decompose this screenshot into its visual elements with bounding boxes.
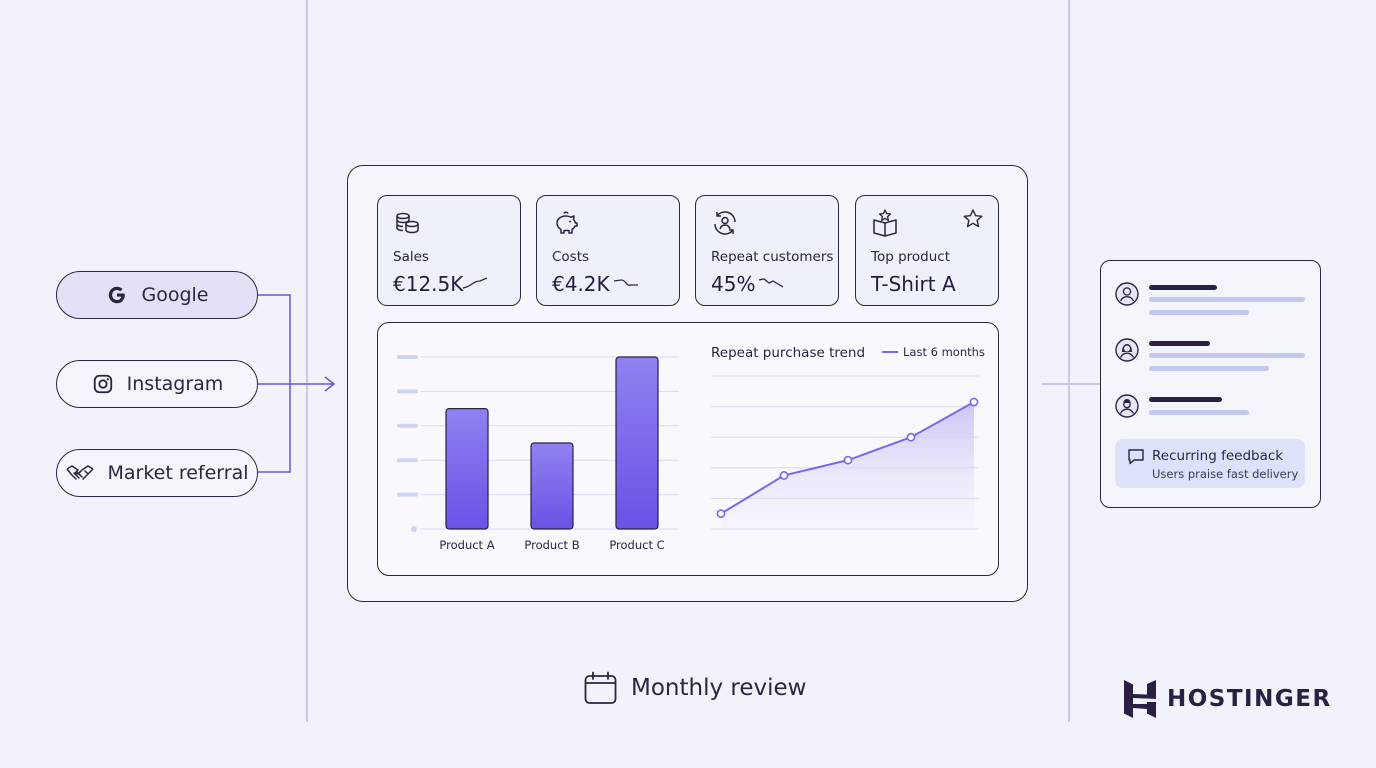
divider-right: [1068, 0, 1070, 722]
source-instagram[interactable]: Instagram: [56, 360, 258, 408]
handshake-icon: [65, 461, 95, 485]
instagram-icon: [91, 372, 115, 396]
bar-category-label: Product C: [609, 538, 664, 552]
coins-icon: [396, 212, 419, 234]
product-box-icon: [873, 209, 897, 237]
kpi-card-top-product[interactable]: Top product T-Shirt A: [855, 195, 999, 306]
trend-point: [969, 397, 979, 407]
bar-category-label: Product A: [439, 538, 494, 552]
kpi-card-repeat-customers[interactable]: Repeat customers 45%: [695, 195, 839, 306]
bar-axis-tick: [411, 526, 417, 532]
kpi-value: 45%: [711, 272, 756, 296]
bar-category-label: Product B: [524, 538, 579, 552]
bar-axis-tick: [397, 423, 418, 428]
bar-axis-tick: [397, 389, 418, 394]
legend-label: Last 6 months: [903, 345, 985, 359]
bar-axis-tick: [397, 355, 418, 359]
hostinger-mark-icon: [1124, 680, 1156, 718]
feedback-line: [1149, 397, 1222, 402]
bar: [530, 442, 574, 530]
hostinger-logo: HOSTINGER: [1123, 679, 1332, 719]
source-label: Google: [141, 284, 209, 306]
feedback-line: [1149, 341, 1210, 346]
bar-axis-tick: [397, 458, 418, 463]
feedback-line: [1149, 353, 1305, 358]
monthly-review: Monthly review: [584, 670, 806, 706]
bar: [615, 356, 659, 530]
repeat-customer-icon: [714, 211, 736, 235]
source-google[interactable]: Google: [56, 271, 258, 319]
user-avatar-icon: [1115, 282, 1139, 306]
calendar-icon: [584, 671, 617, 704]
kpi-card-costs[interactable]: Costs €4.2K: [536, 195, 680, 306]
kpi-value: €4.2K: [552, 272, 610, 296]
feedback-title: Recurring feedback: [1152, 448, 1284, 464]
user-avatar-icon: [1115, 394, 1139, 418]
trend-point: [906, 432, 916, 442]
google-icon: [105, 283, 129, 307]
feedback-line: [1149, 366, 1269, 371]
piggy-bank-icon: [556, 211, 578, 234]
kpi-value: T-Shirt A: [871, 272, 956, 296]
trend-down-icon: [758, 278, 784, 288]
kpi-card-sales[interactable]: Sales €12.5K: [377, 195, 521, 306]
line-chart-title: Repeat purchase trend: [711, 345, 865, 361]
kpi-label: Costs: [552, 249, 590, 265]
trend-point: [716, 509, 726, 519]
kpi-label: Repeat customers: [711, 249, 834, 265]
kpi-label: Sales: [393, 249, 429, 265]
feedback-line: [1149, 285, 1217, 290]
trend-area: [721, 402, 974, 529]
feedback-line: [1149, 410, 1249, 415]
source-label: Market referral: [107, 462, 249, 484]
feedback-line: [1149, 297, 1305, 302]
recurring-feedback-card[interactable]: Recurring feedback Users praise fast del…: [1115, 439, 1305, 488]
star-icon[interactable]: [962, 208, 984, 230]
kpi-value: €12.5K: [393, 272, 464, 296]
trend-up-icon: [462, 277, 488, 289]
trend-down-icon: [613, 279, 638, 286]
divider-left: [306, 0, 308, 722]
bar: [445, 408, 489, 530]
feedback-line: [1149, 310, 1249, 315]
source-market-referral[interactable]: Market referral: [56, 449, 258, 497]
kpi-label: Top product: [871, 249, 950, 265]
monthly-review-label: Monthly review: [631, 675, 807, 701]
user-avatar-icon: [1115, 338, 1139, 362]
trend-point: [843, 455, 853, 465]
brand-name: HOSTINGER: [1167, 686, 1332, 712]
bar-axis-tick: [397, 492, 418, 497]
source-label: Instagram: [126, 373, 224, 395]
feedback-subtitle: Users praise fast delivery: [1152, 467, 1299, 481]
trend-point: [779, 471, 789, 480]
message-icon: [1128, 449, 1144, 465]
